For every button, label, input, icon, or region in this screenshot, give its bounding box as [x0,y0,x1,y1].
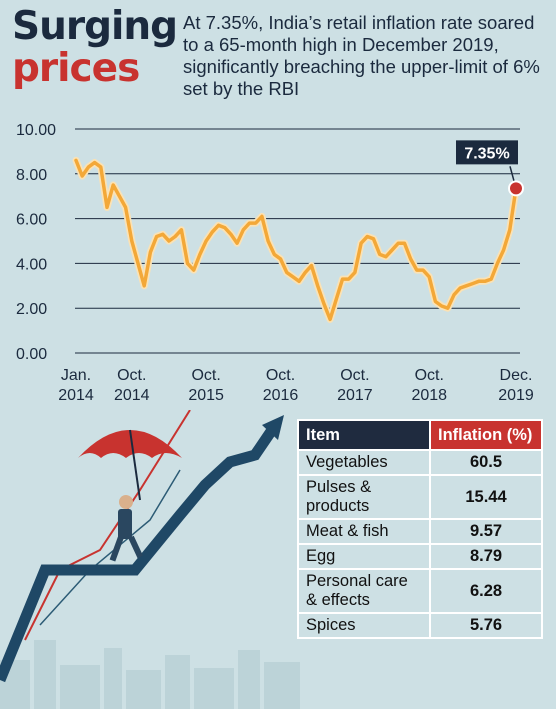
table-cell-item: Egg [297,543,431,570]
y-tick-label: 6.00 [16,212,47,229]
table-row: Egg 8.79 [297,543,543,570]
annotation-box [456,140,518,165]
table-cell-item: Spices [297,612,431,639]
annotation-point [508,180,524,197]
rising-arrow-line [0,426,277,683]
inflation-table: Item Inflation (%) Vegetables 60.5 Pulse… [297,419,543,639]
subtitle: At 7.35%, India’s retail inflation rate … [183,12,540,99]
table-cell-value: 5.76 [429,612,543,639]
table-cell-item: Pulses & products [297,474,431,520]
table-cell-item: Personal care & effects [297,568,431,614]
y-tick-label: 0.00 [16,346,47,363]
x-tick-label: Oct. [415,367,444,384]
table-cell-value: 60.5 [429,449,543,476]
umbrella-handle [129,429,141,501]
x-tick-label: 2016 [263,387,299,404]
y-tick-label: 2.00 [16,301,47,318]
table-cell-value: 8.79 [429,543,543,570]
title: Surging prices [12,4,178,91]
illustration-umbrella-man [0,410,300,709]
table-cell-item: Vegetables [297,449,431,476]
trend-line-red [24,410,191,641]
table-row: Personal care & effects 6.28 [297,568,543,614]
table-header-item: Item [297,419,431,451]
skyline-decoration [0,640,300,709]
arrow-head [262,415,284,440]
table-header-inflation: Inflation (%) [429,419,543,451]
umbrella-canopy [78,430,182,458]
table-row: Meat & fish 9.57 [297,518,543,545]
table-cell-value: 6.28 [429,568,543,614]
man-figure [109,495,144,562]
x-tick-label: Oct. [340,367,369,384]
table-row: Spices 5.76 [297,612,543,639]
x-tick-label: Dec. [500,367,533,384]
annotation-label: 7.35% [464,145,509,162]
table-cell-value: 15.44 [429,474,543,520]
y-tick-label: 8.00 [16,167,47,184]
x-tick-label: 2019 [498,387,534,404]
series-line [74,158,518,322]
table-row: Vegetables 60.5 [297,449,543,476]
title-line-2: prices [12,46,140,91]
x-tick-label: 2017 [337,387,373,404]
x-tick-label: Jan. [61,367,91,384]
y-tick-label: 4.00 [16,256,47,273]
x-tick-label: Oct. [266,367,295,384]
x-tick-label: Oct. [117,367,146,384]
x-tick-label: 2014 [114,387,150,404]
x-tick-label: 2014 [58,387,94,404]
table-row: Pulses & products 15.44 [297,474,543,520]
x-tick-label: Oct. [191,367,220,384]
inflation-line-chart: 10.00 8.00 6.00 4.00 2.00 0.00 Jan. 2014 Oct. 201… [16,122,534,404]
table-cell-item: Meat & fish [297,518,431,545]
table-cell-value: 9.57 [429,518,543,545]
y-tick-label: 10.00 [16,122,56,139]
series-line-glow [72,156,520,323]
x-tick-label: 2018 [411,387,447,404]
x-tick-label: 2015 [188,387,224,404]
title-line-1: Surging [12,4,178,49]
